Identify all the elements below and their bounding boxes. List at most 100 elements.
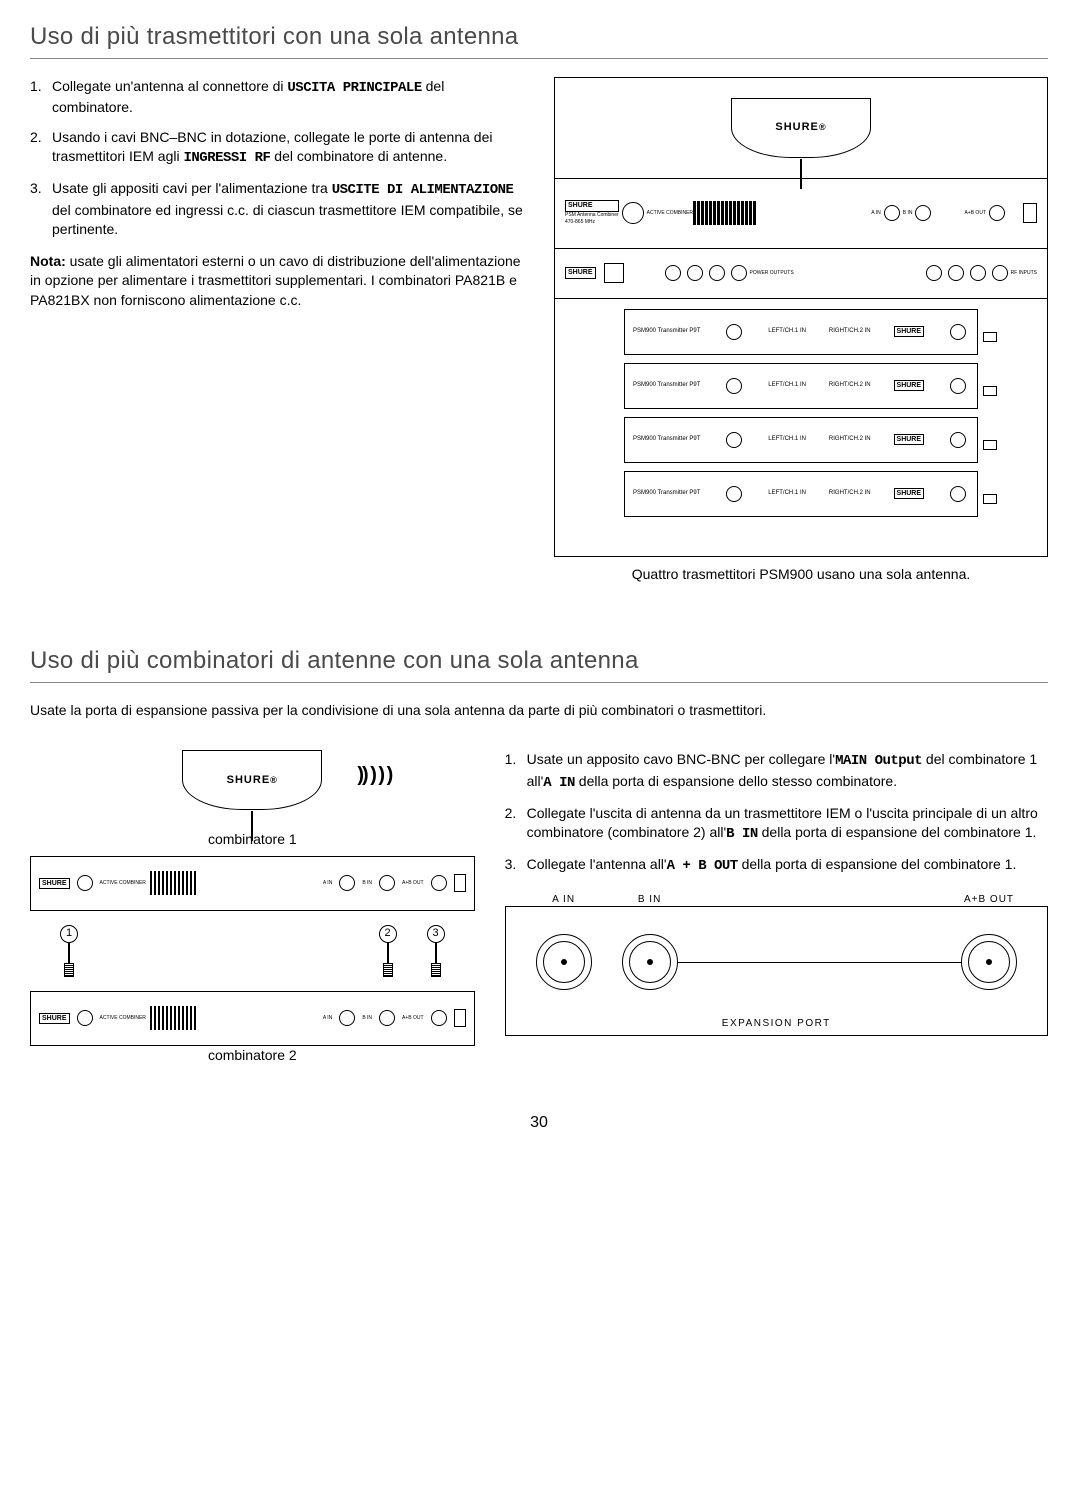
bin-label: B IN — [903, 210, 913, 217]
s2-step-3: Collegate l'antenna all'A + B OUT della … — [505, 855, 1048, 877]
connector-row: 1 2 3 — [30, 925, 475, 977]
tx-model-1: PSM900 Transmitter P9T — [633, 327, 700, 335]
s2-step-1-post: della porta di espansione dello stesso c… — [575, 773, 897, 789]
bnc-ain-label: A IN — [552, 893, 575, 907]
tx-unit-1: PSM900 Transmitter P9T LEFT/CH.1 IN RIGH… — [624, 309, 978, 355]
bnc-bin-label: B IN — [638, 893, 661, 907]
note-text: usate gli alimentatori esterni o un cavo… — [30, 253, 521, 308]
c2-brand: SHURE — [39, 1013, 70, 1025]
tx-brand-4: SHURE — [894, 488, 925, 500]
tx-model-2: PSM900 Transmitter P9T — [633, 381, 700, 389]
s2-step-1-code2: A IN — [543, 775, 575, 791]
right-column-2: Usate un apposito cavo BNC-BNC per colle… — [505, 750, 1048, 1071]
tx-model-3: PSM900 Transmitter P9T — [633, 435, 700, 443]
tx-right-4: RIGHT/CH.2 IN — [829, 489, 871, 497]
antenna-shape: SHURE® — [731, 98, 871, 158]
ain-label: A IN — [871, 210, 880, 217]
s2-step-2: Collegate l'uscita di antenna da un tras… — [505, 804, 1048, 845]
instructions-column: Collegate un'antenna al connettore di US… — [30, 77, 524, 585]
rack-model-1: PSM Antenna Combiner — [565, 212, 619, 219]
combiner-rack-top: SHURE PSM Antenna Combiner 470-865 MHz A… — [555, 178, 1047, 248]
section-1-title: Uso di più trasmettitori con una sola an… — [30, 20, 1048, 59]
step-3: Usate gli appositi cavi per l'alimentazi… — [30, 179, 524, 240]
s2-step-3-pre: Collegate l'antenna all' — [527, 856, 667, 872]
combiner-2-label: combinatore 2 — [30, 1046, 475, 1066]
instruction-list-2: Usate un apposito cavo BNC-BNC per colle… — [505, 750, 1048, 886]
combiner-2-box: SHURE ACTIVE COMBINER A IN B IN A+B OUT — [30, 991, 475, 1046]
combiner-rack-bottom: SHURE POWER OUTPUTS RF INPUTS — [555, 248, 1047, 298]
s2-step-3-post: della porta di espansione del combinator… — [738, 856, 1017, 872]
tx-model-4: PSM900 Transmitter P9T — [633, 489, 700, 497]
c2-ac: ACTIVE COMBINER — [100, 1015, 146, 1022]
transmitter-stack: PSM900 Transmitter P9T LEFT/CH.1 IN RIGH… — [555, 298, 1047, 556]
cable-1: 1 — [60, 925, 78, 977]
cable-2: 2 — [379, 925, 397, 977]
instruction-list-1: Collegate un'antenna al connettore di US… — [30, 77, 524, 240]
s2-step-2-post: della porta di espansione del combinator… — [758, 824, 1037, 840]
bnc-bin: B IN — [622, 934, 678, 990]
bnc-about-label: A+B OUT — [964, 893, 1014, 907]
step-2-code: INGRESSI RF — [183, 150, 270, 166]
tx-brand-1: SHURE — [894, 326, 925, 338]
conn-num-1: 1 — [60, 925, 78, 943]
tx-left-2: LEFT/CH.1 IN — [768, 381, 806, 389]
tx-brand-2: SHURE — [894, 380, 925, 392]
about-label: A+B OUT — [964, 210, 986, 217]
step-2: Usando i cavi BNC–BNC in dotazione, coll… — [30, 128, 524, 169]
c1-ain: A IN — [323, 880, 332, 887]
c2-about: A+B OUT — [402, 1015, 424, 1022]
tx-left-4: LEFT/CH.1 IN — [768, 489, 806, 497]
rack-freq-1: 470-865 MHz — [565, 219, 619, 226]
rack-brand-2: SHURE — [565, 267, 596, 279]
tx-right-1: RIGHT/CH.2 IN — [829, 327, 871, 335]
c2-ain: A IN — [323, 1015, 332, 1022]
s2-step-1: Usate un apposito cavo BNC-BNC per colle… — [505, 750, 1048, 793]
c1-ac: ACTIVE COMBINER — [100, 880, 146, 887]
tx-left-3: LEFT/CH.1 IN — [768, 435, 806, 443]
s2-step-2-code: B IN — [726, 826, 758, 842]
tx-unit-2: PSM900 Transmitter P9T LEFT/CH.1 IN RIGH… — [624, 363, 978, 409]
tx-right-2: RIGHT/CH.2 IN — [829, 381, 871, 389]
step-1: Collegate un'antenna al connettore di US… — [30, 77, 524, 118]
s2-step-1-pre: Usate un apposito cavo BNC-BNC per colle… — [527, 751, 836, 767]
tx-unit-4: PSM900 Transmitter P9T LEFT/CH.1 IN RIGH… — [624, 471, 978, 517]
c1-about: A+B OUT — [402, 880, 424, 887]
s2-step-1-code1: MAIN Output — [835, 753, 922, 769]
expansion-port-label: EXPANSION PORT — [506, 1017, 1047, 1035]
step-3-pre: Usate gli appositi cavi per l'alimentazi… — [52, 180, 332, 196]
figure-1-caption: Quattro trasmettitori PSM900 usano una s… — [554, 565, 1048, 585]
conn-num-2: 2 — [379, 925, 397, 943]
bnc-about: A+B OUT — [961, 934, 1017, 990]
antenna-brand: SHURE — [775, 120, 819, 135]
c1-bin: B IN — [362, 880, 372, 887]
bnc-ain: A IN — [536, 934, 592, 990]
tx-brand-3: SHURE — [894, 434, 925, 446]
tx-left-1: LEFT/CH.1 IN — [768, 327, 806, 335]
c1-brand: SHURE — [39, 878, 70, 890]
expansion-port-diagram: A IN B IN A+B OUT EXPANSION PORT — [505, 906, 1048, 1036]
step-2-post: del combinatore di antenne. — [270, 148, 447, 164]
antenna-brand-2: SHURE — [227, 773, 271, 788]
diagram-column-2: SHURE® )) ) ) ) combinatore 1 SHURE ACTI… — [30, 750, 475, 1071]
step-1-code: USCITA PRINCIPALE — [287, 80, 421, 96]
step-3-code: USCITE DI ALIMENTAZIONE — [332, 182, 514, 198]
section-1-body: Collegate un'antenna al connettore di US… — [30, 77, 1048, 585]
cable-3: 3 — [427, 925, 445, 977]
antenna-icon: SHURE® — [555, 78, 1047, 178]
tx-right-3: RIGHT/CH.2 IN — [829, 435, 871, 443]
radio-waves-icon: )) ) ) ) — [357, 761, 391, 789]
page-number: 30 — [30, 1112, 1048, 1134]
power-out-label: POWER OUTPUTS — [750, 270, 794, 277]
rack-ac-label: ACTIVE COMBINER — [647, 210, 693, 217]
wiring-diagram-1: SHURE® SHURE PSM Antenna Combiner 470-86… — [554, 77, 1048, 557]
step-3-post: del combinatore ed ingressi c.c. di cias… — [52, 202, 523, 238]
rack-brand-1: SHURE — [565, 200, 619, 212]
step-1-pre: Collegate un'antenna al connettore di — [52, 78, 287, 94]
c2-bin: B IN — [362, 1015, 372, 1022]
section-2-title: Uso di più combinatori di antenne con un… — [30, 644, 1048, 683]
tx-unit-3: PSM900 Transmitter P9T LEFT/CH.1 IN RIGH… — [624, 417, 978, 463]
conn-num-3: 3 — [427, 925, 445, 943]
note-label: Nota: — [30, 253, 66, 269]
combiner-1-box: SHURE ACTIVE COMBINER A IN B IN A+B OUT — [30, 856, 475, 911]
section-2-body: SHURE® )) ) ) ) combinatore 1 SHURE ACTI… — [30, 750, 1048, 1071]
